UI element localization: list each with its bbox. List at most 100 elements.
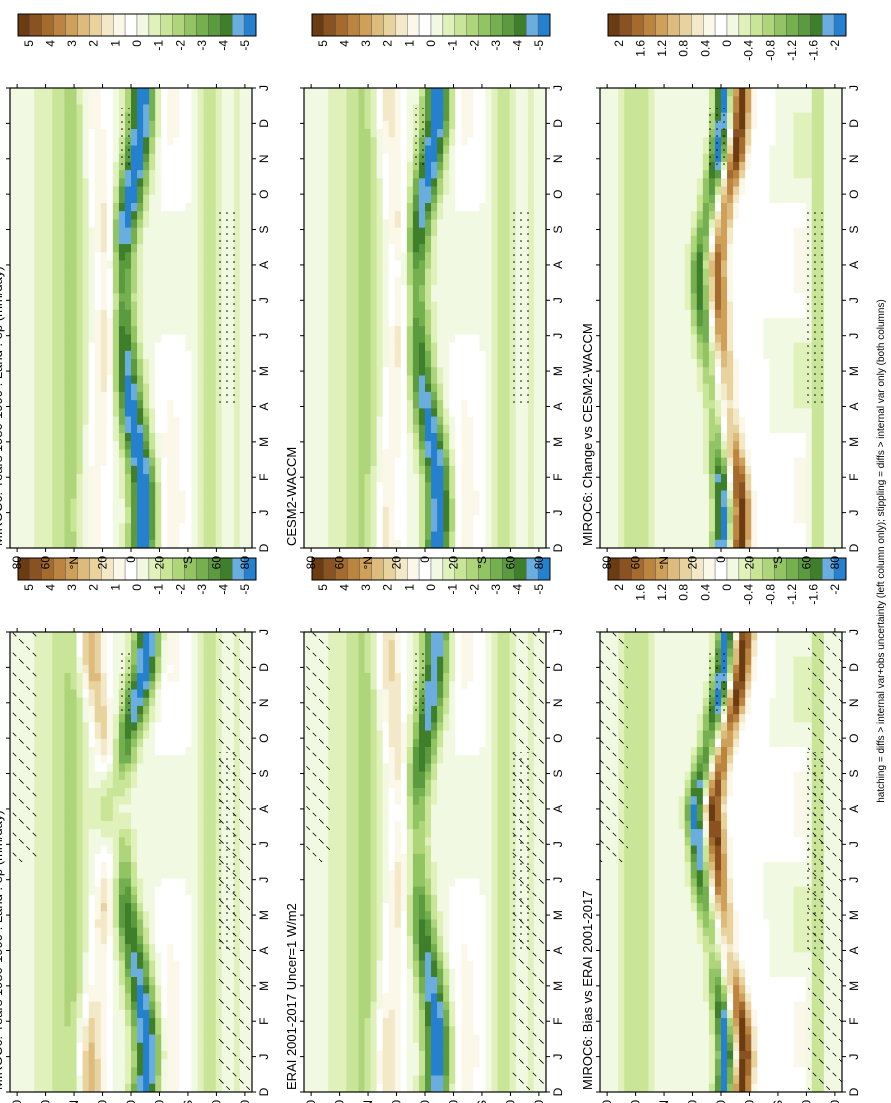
heatmap-cell [455, 681, 462, 690]
heatmap-cell [10, 129, 17, 138]
heatmap-cell [167, 771, 174, 781]
heatmap-cell [40, 474, 47, 483]
heatmap-cell [418, 640, 426, 649]
heatmap-cell [203, 252, 211, 261]
heatmap-cell [22, 1018, 29, 1027]
heatmap-cell [82, 968, 90, 978]
heatmap-cell [394, 632, 402, 641]
heatmap-cell [197, 870, 204, 879]
heatmap-cell [191, 664, 198, 674]
heatmap-cell [191, 952, 198, 961]
heatmap-cell [58, 1067, 65, 1076]
heatmap-cell [100, 244, 108, 253]
heatmap-cell [58, 944, 65, 953]
heatmap-cell [137, 862, 144, 871]
heatmap-cell [64, 952, 71, 961]
heatmap-cell [167, 837, 174, 846]
heatmap-cell [245, 515, 253, 524]
heatmap-cell [112, 137, 120, 146]
heatmap-cell [209, 408, 217, 417]
heatmap-cell [233, 465, 241, 475]
heatmap-cell [185, 870, 192, 879]
heatmap-cell [179, 293, 186, 302]
heatmap-cell [161, 170, 168, 179]
heatmap-cell [215, 465, 223, 475]
heatmap-cell [203, 416, 211, 426]
heatmap-cell [233, 375, 241, 385]
heatmap-cell [88, 219, 96, 229]
heatmap-cell [167, 342, 174, 352]
heatmap-cell [118, 96, 126, 105]
heatmap-cell [100, 104, 108, 114]
heatmap-cell [167, 738, 174, 748]
heatmap-cell [82, 944, 90, 953]
heatmap-cell [28, 276, 35, 286]
heatmap-cell [179, 845, 186, 855]
heatmap-cell [112, 498, 120, 508]
heatmap-cell [34, 219, 41, 229]
heatmap-cell [197, 326, 204, 335]
heatmap-cell [88, 697, 96, 707]
heatmap-cell [64, 771, 71, 781]
heatmap-cell [137, 697, 144, 707]
heatmap-cell [149, 260, 156, 270]
heatmap-cell [46, 244, 53, 253]
heatmap-cell [143, 993, 150, 1003]
heatmap-cell [28, 1018, 35, 1027]
heatmap-cell [58, 648, 65, 658]
heatmap-cell [16, 260, 23, 270]
heatmap-cell [203, 211, 211, 220]
heatmap-cell [173, 648, 180, 658]
heatmap-cell [179, 449, 186, 459]
heatmap-cell [16, 375, 23, 385]
heatmap-cell [209, 804, 217, 814]
heatmap-cell [131, 367, 138, 376]
heatmap-cell [179, 853, 186, 863]
heatmap-cell [46, 853, 53, 863]
heatmap-cell [46, 334, 53, 344]
heatmap-cell [106, 977, 114, 986]
heatmap-cell [106, 853, 114, 863]
heatmap-cell [124, 714, 132, 723]
heatmap-cell [58, 714, 65, 723]
heatmap-cell [64, 730, 71, 740]
heatmap-cell [82, 301, 90, 311]
heatmap-cell [94, 886, 102, 896]
heatmap-cell [112, 112, 120, 122]
heatmap-cell [40, 219, 47, 229]
heatmap-cell [173, 927, 180, 937]
heatmap-cell [34, 903, 41, 912]
heatmap-cell [124, 539, 132, 549]
heatmap-cell [245, 400, 253, 409]
heatmap-cell [485, 664, 492, 674]
heatmap-cell [58, 515, 65, 524]
heatmap-cell [10, 400, 17, 409]
heatmap-cell [112, 268, 120, 278]
heatmap-cell [22, 952, 29, 961]
heatmap-cell [100, 153, 108, 163]
heatmap-cell [173, 878, 180, 888]
heatmap-cell [70, 632, 77, 641]
heatmap-cell [70, 523, 77, 532]
heatmap-cell [191, 539, 198, 549]
heatmap-cell [58, 326, 65, 335]
heatmap-cell [52, 244, 59, 253]
heatmap-cell [106, 640, 114, 649]
heatmap-cell [82, 235, 90, 245]
heatmap-cell [34, 367, 41, 376]
heatmap-cell [131, 170, 138, 179]
heatmap-cell [185, 268, 192, 278]
heatmap-cell [118, 498, 126, 508]
heatmap-cell [209, 186, 217, 196]
heatmap-cell [137, 837, 144, 846]
heatmap-cell [382, 632, 390, 641]
heatmap-cell [143, 482, 150, 491]
month-tick-label: N [257, 154, 271, 163]
heatmap-cell [143, 829, 150, 838]
heatmap-cell [22, 260, 29, 270]
heatmap-cell [185, 755, 192, 764]
heatmap-cell [167, 870, 174, 879]
heatmap-cell [70, 145, 77, 155]
colorbar-swatch [148, 13, 161, 37]
heatmap-cell [70, 673, 77, 682]
